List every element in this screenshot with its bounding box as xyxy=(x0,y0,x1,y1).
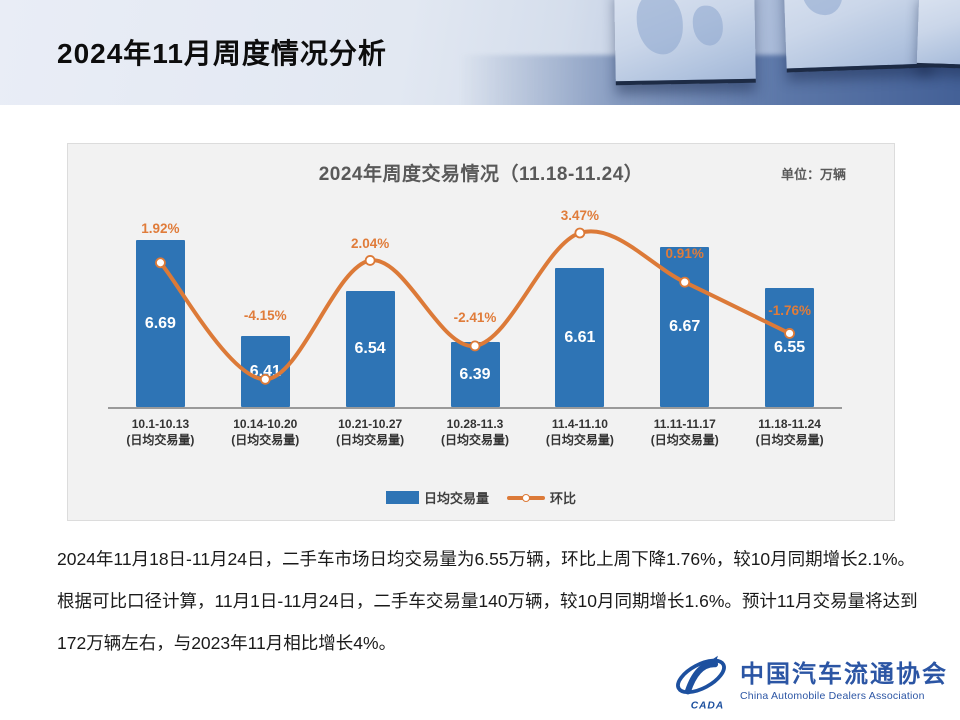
world-map-texture xyxy=(801,0,843,16)
legend-line-label: 环比 xyxy=(550,491,577,506)
analysis-line-3: 172万辆左右，与2023年11月相比增长4%。 xyxy=(57,633,397,653)
x-category-label: 10.28-11.3 xyxy=(446,417,504,431)
x-category-label: 10.21-10.27 xyxy=(338,417,403,431)
svg-text:CADA: CADA xyxy=(691,700,725,711)
bar-value-label: 6.55 xyxy=(774,338,806,356)
bar-value-label: 6.41 xyxy=(249,362,281,380)
x-category-sublabel: (日均交易量) xyxy=(231,433,300,447)
x-axis-category: 11.18-11.24 (日均交易量) xyxy=(737,416,842,448)
world-map-texture xyxy=(636,0,684,55)
bar-value-label: 6.67 xyxy=(669,318,701,335)
bar-value-label: 6.54 xyxy=(354,340,386,357)
decor-cube-right xyxy=(916,0,960,70)
chart-unit-label: 单位：万辆 xyxy=(780,167,846,182)
x-category-sublabel: (日均交易量) xyxy=(336,433,405,447)
x-axis-category: 10.21-10.27 (日均交易量) xyxy=(318,416,423,448)
bar-value-label: 6.39 xyxy=(459,365,491,383)
legend-bar-label: 日均交易量 xyxy=(423,491,489,506)
x-axis-category: 10.28-11.3 (日均交易量) xyxy=(423,416,528,448)
line-marker-icon xyxy=(522,493,530,502)
x-axis-category: 11.4-11.10 (日均交易量) xyxy=(527,416,632,448)
bar-series-swatch xyxy=(385,491,419,504)
pct-label: 2.04% xyxy=(350,235,390,251)
x-category-sublabel: (日均交易量) xyxy=(650,433,719,447)
pct-label: 1.92% xyxy=(141,220,180,236)
x-category-sublabel: (日均交易量) xyxy=(441,433,509,447)
pct-label: 3.47% xyxy=(560,208,600,223)
page-title: 2024年11月周度情况分析 xyxy=(57,38,387,69)
pct-label: -1.76% xyxy=(768,303,811,319)
x-axis-category: 10.1-10.13 (日均交易量) xyxy=(108,416,213,448)
plot-area: 6.69 6.41 6.54 6.39 6.61 6.67 6.55 1.92% -4.15% 2… xyxy=(108,194,842,409)
data-point-marker xyxy=(364,255,376,266)
analysis-line-1: 2024年11月18日-11月24日，二手车市场日均交易量为6.55万辆，环比上… xyxy=(57,549,916,569)
bar-value-label: 6.69 xyxy=(144,314,176,332)
analysis-line-2: 根据可比口径计算，11月1日-11月24日，二手车交易量140万辆，较10月同期… xyxy=(57,591,918,611)
org-name-en: China Automobile Dealers Association xyxy=(740,690,925,702)
x-axis-category: 10.14-10.20 (日均交易量) xyxy=(213,416,318,448)
x-category-label: 11.18-11.24 xyxy=(758,417,821,431)
chart-title: 2024年周度交易情况（11.18-11.24） xyxy=(318,164,644,185)
org-logo: CADA 中国汽车流通协会 China Automobile Dealers A… xyxy=(670,652,948,712)
pct-label: -4.15% xyxy=(243,308,287,324)
x-category-sublabel: (日均交易量) xyxy=(545,433,614,447)
x-category-label: 10.1-10.13 xyxy=(131,417,190,431)
x-category-label: 11.11-11.17 xyxy=(653,417,716,431)
world-map-texture xyxy=(692,5,724,46)
decor-cube-middle xyxy=(783,0,955,73)
legend-item-line: 环比 xyxy=(507,488,576,507)
pct-label: 0.91% xyxy=(665,246,704,262)
decor-cube-left xyxy=(614,0,756,86)
x-axis-labels: 10.1-10.13 (日均交易量) 10.14-10.20 (日均交易量) 10.21… xyxy=(108,416,842,448)
cada-logo-icon: CADA xyxy=(676,655,726,711)
data-point-marker xyxy=(574,227,586,239)
header-banner: 2024年11月周度情况分析 xyxy=(0,0,960,105)
legend-item-bar: 日均交易量 xyxy=(385,488,489,507)
x-category-label: 11.4-11.10 xyxy=(551,417,608,431)
org-name-cn: 中国汽车流通协会 xyxy=(740,662,948,688)
pct-label: -2.41% xyxy=(453,309,497,325)
x-axis-category: 11.11-11.17 (日均交易量) xyxy=(632,416,737,448)
x-category-label: 10.14-10.20 xyxy=(233,417,298,431)
analysis-text: 2024年11月18日-11月24日，二手车市场日均交易量为6.55万辆，环比上… xyxy=(57,538,918,664)
x-category-sublabel: (日均交易量) xyxy=(126,433,195,447)
chart-panel: 2024年周度交易情况（11.18-11.24） 单位：万辆 6.69 6.41 6… xyxy=(67,143,895,521)
bar-value-label: 6.61 xyxy=(564,328,596,346)
line-series-swatch xyxy=(507,493,545,502)
x-category-sublabel: (日均交易量) xyxy=(755,433,824,447)
chart-legend: 日均交易量 环比 xyxy=(68,488,894,507)
org-name-block: 中国汽车流通协会 China Automobile Dealers Associ… xyxy=(740,661,948,703)
